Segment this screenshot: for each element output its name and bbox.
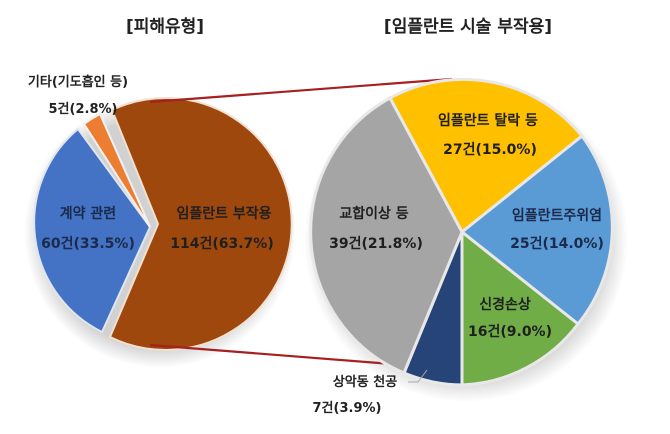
label-sinus-value: 7건(3.9%): [313, 400, 382, 416]
slice-contract[interactable]: [33, 127, 152, 334]
connector-line-top: [149, 77, 453, 104]
left-pie: [33, 96, 293, 351]
leader-line-sinus: [408, 369, 428, 383]
label-implant-loss-value: 27건(15.0%): [443, 141, 537, 158]
slice-implant-loss[interactable]: [387, 77, 585, 235]
label-other-name: 기타(기도흡인 등): [28, 74, 128, 90]
label-implant-loss-name: 임플란트 탈락 등: [438, 112, 538, 129]
label-side-effect-value: 114건(63.7%): [170, 235, 273, 252]
slice-other[interactable]: [82, 112, 151, 228]
label-occlusion-value: 39건(21.8%): [329, 235, 423, 252]
slice-nerve-damage[interactable]: [460, 228, 581, 387]
label-occlusion-name: 교합이상 등: [339, 205, 408, 222]
label-contract-value: 60건(33.5%): [41, 235, 135, 252]
label-nerve-damage-value: 16건(9.0%): [468, 323, 552, 340]
label-peri-implantitis-value: 25건(14.0%): [510, 235, 604, 252]
label-side-effect-name: 임플란트 부작용: [176, 205, 271, 222]
label-contract-name: 계약 관련: [60, 205, 116, 222]
right-chart-title: [임플란트 시술 부작용]: [384, 16, 552, 37]
slice-occlusion[interactable]: [309, 95, 464, 375]
left-chart-title: [피해유형]: [126, 16, 204, 37]
label-peri-implantitis-name: 임플란트주위염: [512, 207, 602, 224]
right-pie: [309, 77, 614, 387]
label-other-value: 5건(2.8%): [49, 101, 118, 117]
label-nerve-damage-name: 신경손상: [479, 296, 531, 313]
label-sinus-name: 상악동 천공: [333, 374, 397, 390]
slice-peri-implantitis[interactable]: [459, 133, 614, 327]
